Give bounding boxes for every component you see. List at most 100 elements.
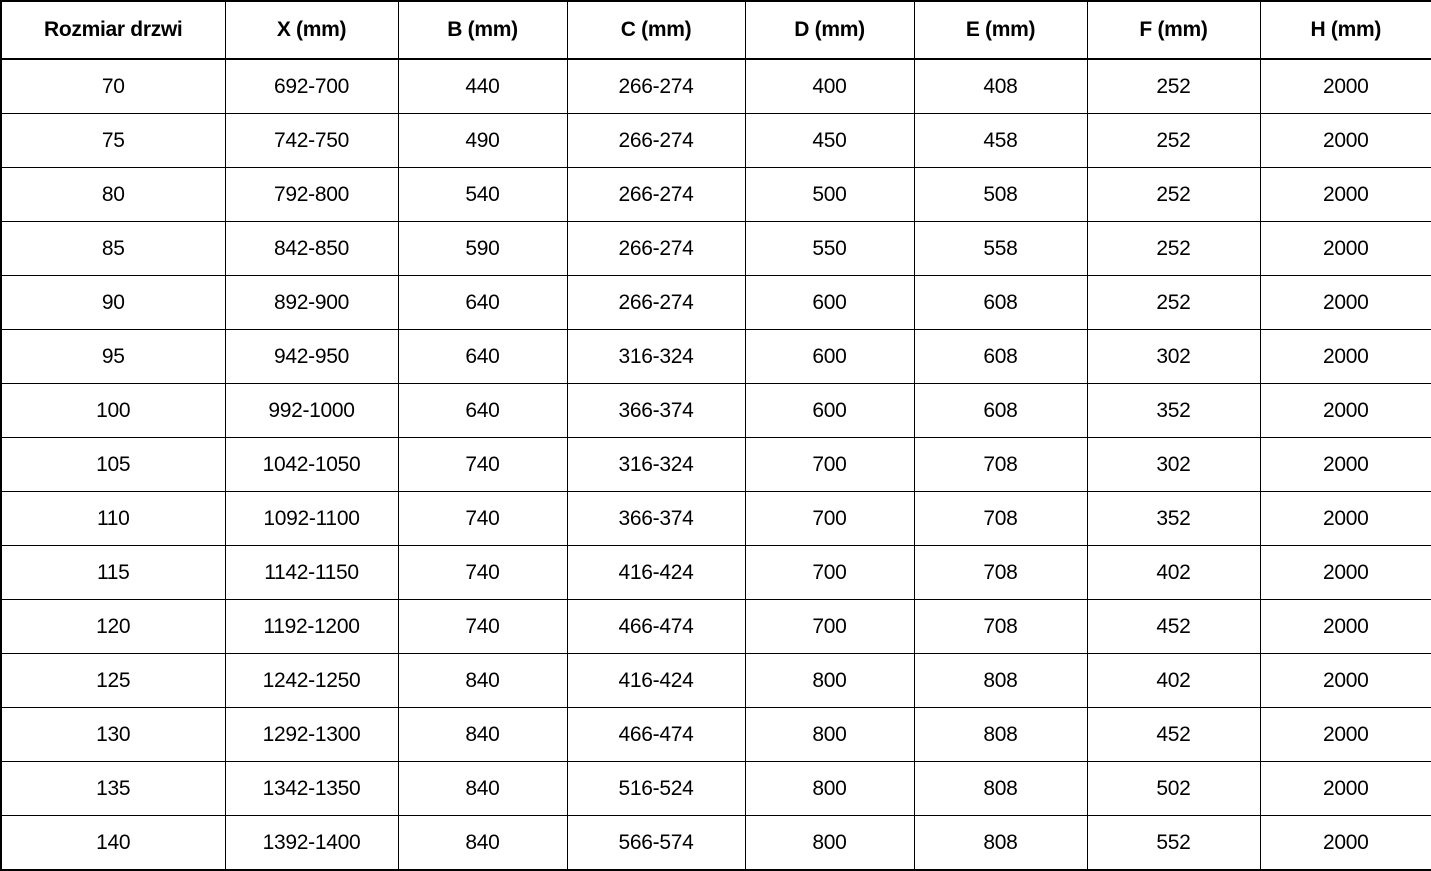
table-cell: 640 <box>397 329 568 384</box>
table-cell: 408 <box>913 58 1088 114</box>
table-cell: 640 <box>397 275 568 330</box>
table-cell: 130 <box>0 707 226 762</box>
table-cell: 800 <box>744 707 915 762</box>
table-cell: 440 <box>397 58 568 114</box>
table-cell: 452 <box>1086 599 1261 654</box>
table-cell: 266-274 <box>566 113 746 168</box>
table-cell: 792-800 <box>224 167 399 222</box>
table-row: 80 792-800 540 266-274 500 508 252 2000 <box>0 167 1431 222</box>
table-cell: 1142-1150 <box>224 545 399 600</box>
table-cell: 1342-1350 <box>224 761 399 816</box>
table-cell: 490 <box>397 113 568 168</box>
table-cell: 842-850 <box>224 221 399 276</box>
table-cell: 1242-1250 <box>224 653 399 708</box>
header-b-mm: B (mm) <box>397 0 568 60</box>
table-cell: 808 <box>913 815 1088 871</box>
table-row: 105 1042-1050 740 316-324 700 708 302 2000 <box>0 437 1431 492</box>
table-cell: 740 <box>397 491 568 546</box>
header-f-mm: F (mm) <box>1086 0 1261 60</box>
table-cell: 552 <box>1086 815 1261 871</box>
table-cell: 115 <box>0 545 226 600</box>
table-cell: 1092-1100 <box>224 491 399 546</box>
header-x-mm: X (mm) <box>224 0 399 60</box>
table-cell: 458 <box>913 113 1088 168</box>
table-cell: 402 <box>1086 545 1261 600</box>
table-cell: 366-374 <box>566 491 746 546</box>
table-cell: 266-274 <box>566 221 746 276</box>
table-cell: 2000 <box>1259 329 1431 384</box>
table-cell: 2000 <box>1259 653 1431 708</box>
header-d-mm: D (mm) <box>744 0 915 60</box>
table-cell: 740 <box>397 599 568 654</box>
table-cell: 70 <box>0 58 226 114</box>
table-cell: 2000 <box>1259 383 1431 438</box>
table-cell: 352 <box>1086 491 1261 546</box>
table-cell: 540 <box>397 167 568 222</box>
table-cell: 708 <box>913 599 1088 654</box>
table-cell: 316-324 <box>566 437 746 492</box>
table-cell: 302 <box>1086 329 1261 384</box>
table-row: 100 992-1000 640 366-374 600 608 352 2000 <box>0 383 1431 438</box>
table-cell: 2000 <box>1259 545 1431 600</box>
table-cell: 2000 <box>1259 815 1431 871</box>
table-cell: 80 <box>0 167 226 222</box>
table-cell: 252 <box>1086 167 1261 222</box>
table-row: 135 1342-1350 840 516-524 800 808 502 2000 <box>0 761 1431 816</box>
table-cell: 942-950 <box>224 329 399 384</box>
table-cell: 135 <box>0 761 226 816</box>
table-cell: 2000 <box>1259 275 1431 330</box>
table-cell: 1392-1400 <box>224 815 399 871</box>
table-cell: 500 <box>744 167 915 222</box>
table-cell: 266-274 <box>566 58 746 114</box>
table-cell: 508 <box>913 167 1088 222</box>
table-cell: 125 <box>0 653 226 708</box>
table-cell: 600 <box>744 383 915 438</box>
header-e-mm: E (mm) <box>913 0 1088 60</box>
header-h-mm: H (mm) <box>1259 0 1431 60</box>
table-cell: 708 <box>913 545 1088 600</box>
table-cell: 992-1000 <box>224 383 399 438</box>
table-cell: 740 <box>397 437 568 492</box>
table-cell: 800 <box>744 653 915 708</box>
table-row: 125 1242-1250 840 416-424 800 808 402 2000 <box>0 653 1431 708</box>
header-rozmiar-drzwi: Rozmiar drzwi <box>0 0 226 60</box>
table-cell: 808 <box>913 653 1088 708</box>
table-cell: 700 <box>744 437 915 492</box>
table-cell: 700 <box>744 599 915 654</box>
table-body: 70 692-700 440 266-274 400 408 252 2000 75 742-75… <box>0 58 1431 871</box>
table-cell: 502 <box>1086 761 1261 816</box>
table-row: 140 1392-1400 840 566-574 800 808 552 2000 <box>0 815 1431 871</box>
table-cell: 75 <box>0 113 226 168</box>
table-cell: 840 <box>397 761 568 816</box>
table-cell: 800 <box>744 761 915 816</box>
table-cell: 316-324 <box>566 329 746 384</box>
table-cell: 252 <box>1086 221 1261 276</box>
table-cell: 808 <box>913 707 1088 762</box>
table-cell: 892-900 <box>224 275 399 330</box>
table-cell: 2000 <box>1259 221 1431 276</box>
table-cell: 452 <box>1086 707 1261 762</box>
table-cell: 466-474 <box>566 599 746 654</box>
table-row: 75 742-750 490 266-274 450 458 252 2000 <box>0 113 1431 168</box>
table-row: 95 942-950 640 316-324 600 608 302 2000 <box>0 329 1431 384</box>
table-cell: 608 <box>913 275 1088 330</box>
table-cell: 90 <box>0 275 226 330</box>
table-cell: 600 <box>744 275 915 330</box>
table-row: 70 692-700 440 266-274 400 408 252 2000 <box>0 58 1431 114</box>
table-cell: 742-750 <box>224 113 399 168</box>
table-cell: 120 <box>0 599 226 654</box>
table-cell: 700 <box>744 491 915 546</box>
table-cell: 1042-1050 <box>224 437 399 492</box>
table-cell: 840 <box>397 653 568 708</box>
table-cell: 740 <box>397 545 568 600</box>
table-cell: 2000 <box>1259 491 1431 546</box>
table-row: 130 1292-1300 840 466-474 800 808 452 2000 <box>0 707 1431 762</box>
table-cell: 608 <box>913 329 1088 384</box>
table-cell: 1292-1300 <box>224 707 399 762</box>
table-cell: 100 <box>0 383 226 438</box>
table-row: 85 842-850 590 266-274 550 558 252 2000 <box>0 221 1431 276</box>
table-cell: 110 <box>0 491 226 546</box>
table-cell: 2000 <box>1259 113 1431 168</box>
table-header: Rozmiar drzwi X (mm) B (mm) C (mm) D (mm… <box>0 0 1431 60</box>
table-row: 115 1142-1150 740 416-424 700 708 402 2000 <box>0 545 1431 600</box>
